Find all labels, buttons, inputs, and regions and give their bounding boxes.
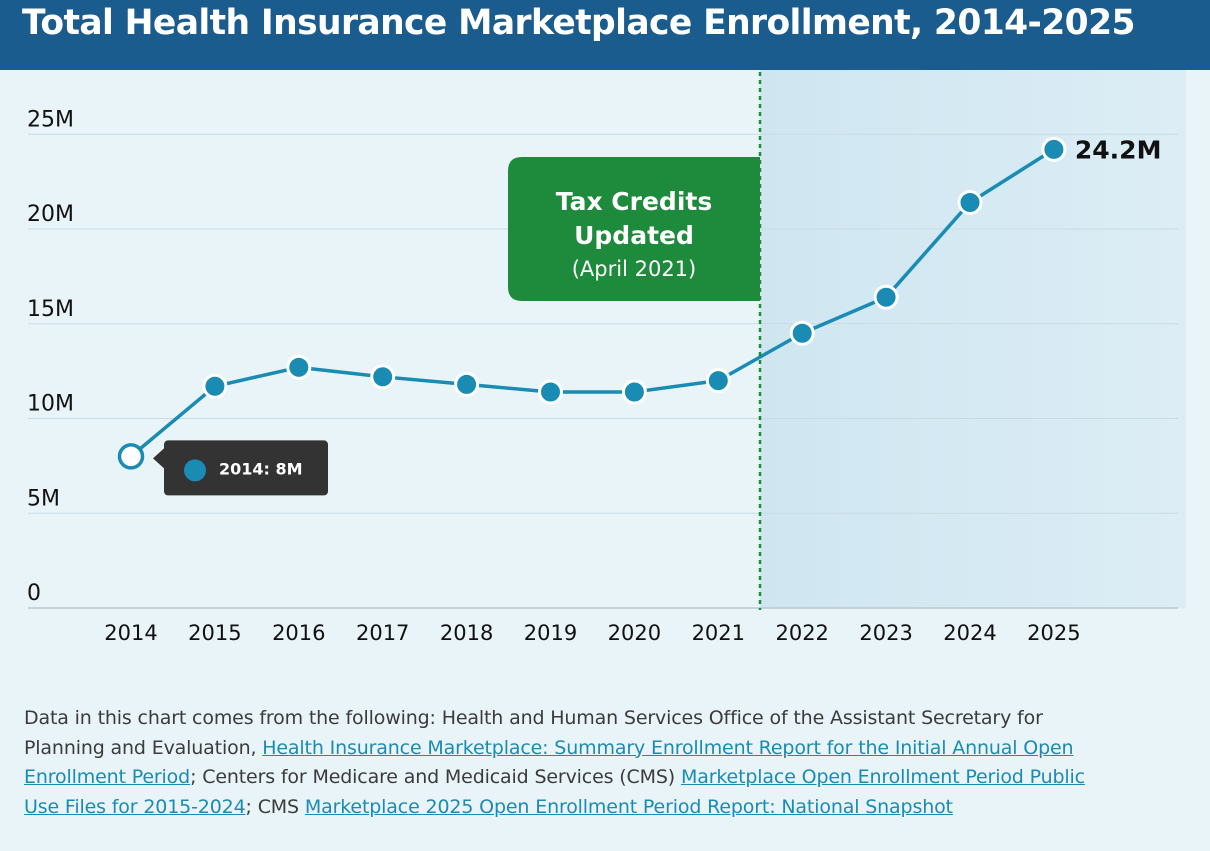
data-point[interactable]: [454, 371, 480, 397]
annotation-box: [508, 157, 760, 301]
data-point[interactable]: [873, 284, 899, 310]
y-tick-label: 0: [27, 581, 41, 606]
end-value-label: 24.2M: [1075, 135, 1162, 164]
data-point[interactable]: [789, 320, 815, 346]
y-tick-label: 10M: [27, 392, 74, 417]
x-tick-label: 2020: [608, 621, 661, 645]
x-tick-label: 2017: [356, 621, 409, 645]
data-point[interactable]: [117, 443, 145, 470]
x-tick-label: 2023: [859, 621, 912, 645]
x-tick-label: 2018: [440, 621, 493, 645]
title-bar: Total Health Insurance Marketplace Enrol…: [0, 0, 1210, 70]
y-tick-label: 15M: [27, 297, 74, 322]
source-link-ahrq-report[interactable]: Health Insurance Marketplace: Summary En…: [24, 736, 1074, 789]
x-tick-label: 2022: [775, 621, 828, 645]
source-text-3: ; CMS: [245, 795, 305, 818]
tooltip-text: 2014: 8M: [219, 459, 303, 478]
chart-title: Total Health Insurance Marketplace Enrol…: [22, 3, 1135, 43]
y-tick-label: 5M: [27, 486, 60, 511]
x-tick-label: 2025: [1027, 621, 1080, 645]
tooltip-pointer: [153, 448, 164, 469]
x-tick-label: 2019: [524, 621, 577, 645]
annotation-title-line2: Updated: [574, 221, 694, 250]
series-line: [129, 147, 1055, 458]
line-chart: 0 5M 10M 15M 20M 25M 2014 2015 2016 2017 2018 2019 2…: [27, 70, 1186, 645]
source-text-2: ; Centers for Medicare and Medicaid Serv…: [190, 766, 681, 788]
x-tick-label: 2015: [188, 621, 241, 645]
source-note: Data in this chart comes from the follow…: [24, 704, 1124, 822]
x-tick-label: 2021: [692, 621, 745, 645]
data-point[interactable]: [286, 354, 312, 380]
data-point[interactable]: [705, 368, 731, 394]
source-link-cms-snapshot[interactable]: Marketplace 2025 Open Enrollment Period …: [304, 795, 953, 818]
y-tick-label: 25M: [27, 107, 74, 132]
tooltip-box: [164, 440, 328, 496]
data-point[interactable]: [202, 373, 228, 399]
y-tick-label: 20M: [27, 202, 74, 227]
tooltip-series-marker: [184, 459, 206, 482]
x-tick-label: 2016: [272, 621, 325, 645]
x-tick-label: 2024: [943, 621, 996, 645]
x-tick-label: 2014: [104, 621, 157, 645]
data-point[interactable]: [621, 379, 647, 405]
annotation-title-line1: Tax Credits: [556, 187, 712, 216]
data-point[interactable]: [370, 364, 396, 390]
data-point[interactable]: [957, 189, 983, 215]
source-text-1: Data in this chart comes from the follow…: [24, 707, 1043, 759]
source-link-cms-puf[interactable]: Marketplace Open Enrollment Period Publi…: [24, 766, 1085, 818]
shaded-region: [760, 70, 1186, 608]
data-point[interactable]: [1041, 136, 1067, 162]
data-point[interactable]: [538, 379, 563, 405]
annotation-date: (April 2021): [572, 257, 697, 281]
